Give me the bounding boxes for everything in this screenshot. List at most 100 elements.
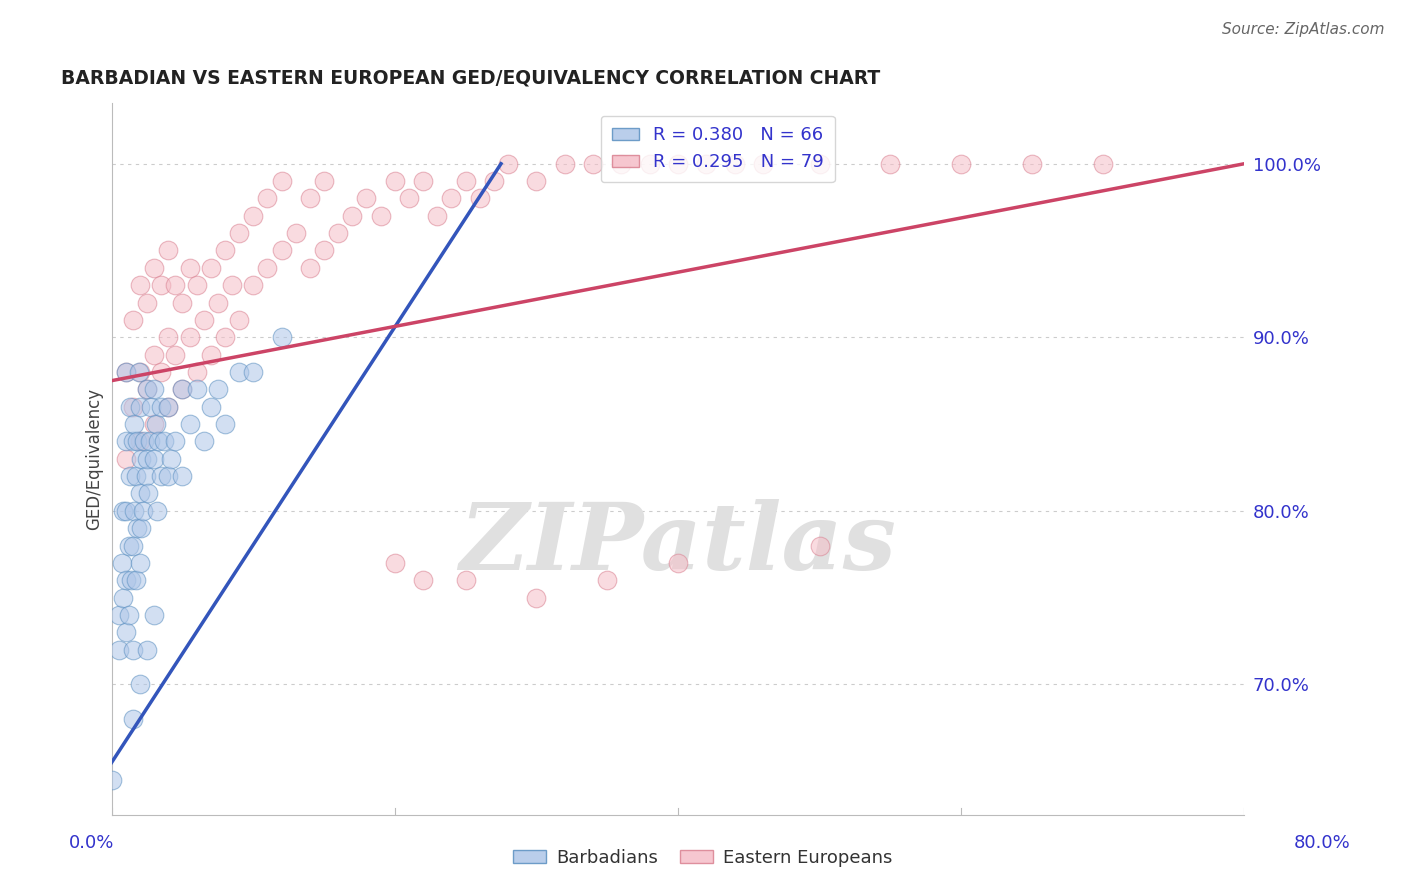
Point (284, 226, 307, 240)
Point (312, 244, 335, 258)
Point (610, 157, 633, 171)
Point (114, 365, 136, 379)
Point (298, 191, 321, 205)
Point (752, 157, 775, 171)
Point (695, 157, 717, 171)
Point (242, 209, 264, 223)
Point (132, 504, 155, 518)
Point (172, 295, 194, 310)
Text: ZIPatlas: ZIPatlas (460, 500, 897, 589)
Point (165, 278, 187, 293)
Point (150, 365, 173, 379)
Point (114, 434, 136, 449)
Point (207, 295, 229, 310)
Point (150, 400, 173, 414)
Point (950, 157, 973, 171)
Point (157, 330, 180, 344)
Text: BARBADIAN VS EASTERN EUROPEAN GED/EQUIVALENCY CORRELATION CHART: BARBADIAN VS EASTERN EUROPEAN GED/EQUIVA… (60, 69, 880, 87)
Point (384, 174, 406, 188)
Point (129, 278, 152, 293)
Point (808, 539, 831, 553)
Point (214, 244, 236, 258)
Point (122, 712, 145, 726)
Point (221, 278, 243, 293)
Point (135, 469, 157, 483)
Point (193, 434, 215, 449)
Point (172, 382, 194, 396)
Point (111, 591, 134, 605)
Point (666, 157, 689, 171)
Point (228, 226, 250, 240)
Point (582, 157, 605, 171)
Point (496, 157, 519, 171)
Point (129, 365, 152, 379)
Point (214, 330, 236, 344)
Point (153, 434, 176, 449)
Point (114, 365, 136, 379)
Point (143, 607, 166, 622)
Point (157, 244, 180, 258)
Point (122, 434, 145, 449)
Point (136, 642, 159, 657)
Point (179, 260, 201, 275)
Point (186, 278, 208, 293)
Point (1091, 157, 1114, 171)
Point (186, 382, 208, 396)
Point (879, 157, 901, 171)
Point (638, 157, 661, 171)
Point (143, 348, 166, 362)
Point (143, 451, 166, 466)
Point (312, 174, 335, 188)
Point (146, 504, 169, 518)
Point (136, 295, 159, 310)
Point (554, 157, 576, 171)
Point (117, 607, 139, 622)
Point (808, 157, 831, 171)
Point (160, 451, 183, 466)
Point (143, 260, 166, 275)
Point (172, 469, 194, 483)
Point (412, 174, 434, 188)
Point (139, 434, 162, 449)
Point (125, 469, 148, 483)
Point (141, 400, 163, 414)
Point (172, 382, 194, 396)
Point (440, 191, 463, 205)
Point (138, 486, 160, 500)
Point (120, 574, 142, 588)
Point (454, 174, 477, 188)
Point (454, 574, 477, 588)
Point (150, 278, 173, 293)
Point (298, 260, 321, 275)
Point (131, 521, 153, 535)
Point (125, 574, 148, 588)
Point (256, 260, 278, 275)
Point (124, 417, 146, 431)
Point (114, 574, 136, 588)
Point (107, 642, 129, 657)
Point (128, 365, 150, 379)
Point (143, 382, 166, 396)
Legend: Barbadians, Eastern Europeans: Barbadians, Eastern Europeans (506, 842, 900, 874)
Point (129, 677, 152, 691)
Point (157, 469, 180, 483)
Point (165, 348, 187, 362)
Point (270, 244, 292, 258)
Point (129, 556, 152, 570)
Point (127, 434, 149, 449)
Point (127, 521, 149, 535)
Point (136, 382, 159, 396)
Point (256, 191, 278, 205)
Point (214, 417, 236, 431)
Point (107, 607, 129, 622)
Point (110, 556, 132, 570)
Point (157, 400, 180, 414)
Point (129, 400, 152, 414)
Point (114, 625, 136, 640)
Point (200, 400, 222, 414)
Point (270, 330, 292, 344)
Point (118, 400, 141, 414)
Point (129, 434, 152, 449)
Point (342, 209, 364, 223)
Point (270, 174, 292, 188)
